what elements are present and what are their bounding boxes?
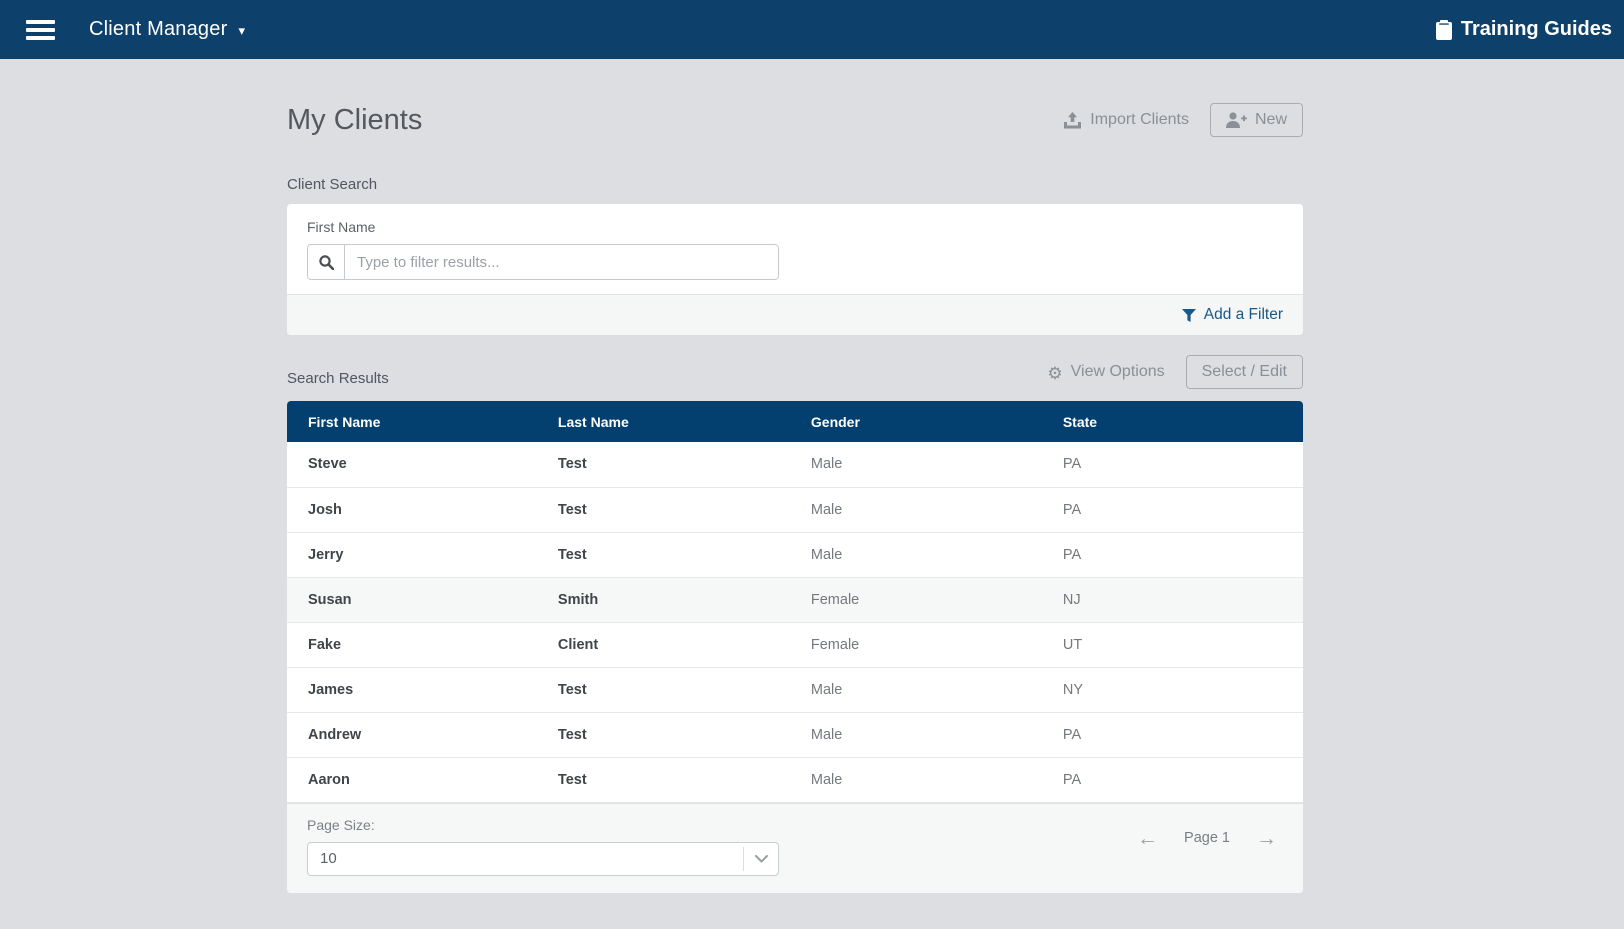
results-actions: ⚙ View Options Select / Edit: [1047, 355, 1303, 389]
results-header: Search Results ⚙ View Options Select / E…: [287, 355, 1303, 389]
search-icon: [308, 245, 345, 279]
select-edit-label: Select / Edit: [1201, 363, 1287, 380]
hamburger-menu-icon[interactable]: [26, 19, 55, 40]
client-search-heading: Client Search: [287, 176, 378, 193]
search-card-footer: Add a Filter: [287, 294, 1303, 335]
cell-gender: Male: [810, 771, 843, 788]
cell-gender: Female: [810, 591, 860, 608]
cell-gender: Female: [810, 636, 860, 653]
cell-first-name: Aaron: [308, 771, 350, 788]
cell-first-name: James: [308, 681, 354, 698]
cell-state: PA: [1062, 456, 1082, 473]
cell-last-name: Test: [557, 546, 587, 563]
cell-gender: Male: [810, 456, 843, 473]
first-name-input-group: [307, 244, 779, 280]
first-name-field-label: First Name: [307, 219, 376, 235]
upload-icon: [1064, 111, 1082, 128]
column-header-gender[interactable]: Gender: [810, 413, 860, 430]
table-row[interactable]: Fake Client Female UT: [287, 622, 1303, 667]
client-search-body: First Name: [287, 204, 1303, 294]
select-edit-button[interactable]: Select / Edit: [1185, 355, 1303, 389]
cell-state: NJ: [1062, 591, 1081, 608]
page-size-select[interactable]: 10: [307, 841, 779, 876]
cell-gender: Male: [810, 546, 843, 563]
table-footer: Page Size: 10 ← Page 1 →: [287, 802, 1303, 893]
person-plus-icon: [1225, 112, 1247, 128]
first-name-search-input[interactable]: [345, 245, 778, 279]
results-table-card: First Name Last Name Gender State Steve …: [287, 401, 1303, 893]
column-header-state[interactable]: State: [1062, 413, 1098, 430]
cell-gender: Male: [810, 681, 843, 698]
cell-first-name: Jerry: [308, 546, 344, 563]
import-clients-label: Import Clients: [1090, 111, 1189, 128]
main-content: My Clients Import Clients New Clien: [287, 59, 1303, 893]
top-navbar: Client Manager ▾ Training Guides: [0, 0, 1624, 59]
cell-last-name: Test: [557, 726, 587, 743]
app-title: Client Manager: [89, 18, 228, 40]
cell-first-name: Fake: [308, 636, 342, 653]
search-results-heading: Search Results: [287, 370, 389, 387]
add-filter-button[interactable]: Add a Filter: [1181, 306, 1283, 324]
cell-last-name: Test: [557, 681, 587, 698]
cell-state: PA: [1062, 771, 1082, 788]
select-divider: [743, 846, 744, 871]
new-client-button[interactable]: New: [1209, 103, 1303, 137]
training-guides-label: Training Guides: [1460, 18, 1612, 40]
column-header-last-name[interactable]: Last Name: [557, 413, 629, 430]
cell-state: NY: [1062, 681, 1083, 698]
new-client-label: New: [1254, 111, 1287, 128]
cell-state: UT: [1062, 636, 1083, 653]
cell-first-name: Steve: [308, 456, 347, 473]
table-row[interactable]: Andrew Test Male PA: [287, 712, 1303, 757]
column-header-first-name[interactable]: First Name: [308, 413, 381, 430]
table-row[interactable]: Steve Test Male PA: [287, 442, 1303, 487]
funnel-icon: [1181, 308, 1196, 322]
app-menu-dropdown[interactable]: Client Manager ▾: [89, 18, 245, 41]
cell-state: PA: [1062, 546, 1082, 563]
table-row[interactable]: Josh Test Male PA: [287, 487, 1303, 532]
cell-first-name: Susan: [308, 591, 352, 608]
pagination: ← Page 1 →: [1137, 828, 1277, 849]
cell-gender: Male: [810, 726, 843, 743]
page-size-value: 10: [320, 850, 337, 867]
table-header-row: First Name Last Name Gender State: [287, 401, 1303, 442]
header-actions: Import Clients New: [1064, 103, 1303, 137]
view-options-label: View Options: [1070, 363, 1165, 380]
gear-icon: ⚙: [1047, 363, 1063, 383]
import-clients-button[interactable]: Import Clients: [1064, 111, 1189, 129]
next-page-arrow-icon[interactable]: →: [1256, 826, 1277, 850]
page-indicator: Page 1: [1184, 830, 1230, 846]
cell-last-name: Test: [557, 456, 587, 473]
cell-last-name: Test: [557, 771, 587, 788]
table-row[interactable]: Jerry Test Male PA: [287, 532, 1303, 577]
clipboard-icon: [1435, 19, 1452, 40]
chevron-down-icon: ▾: [238, 22, 246, 38]
chevron-down-icon: [744, 854, 778, 863]
cell-state: PA: [1062, 726, 1082, 743]
cell-last-name: Client: [557, 636, 599, 653]
view-options-button[interactable]: ⚙ View Options: [1047, 363, 1165, 383]
cell-last-name: Test: [557, 501, 587, 518]
cell-gender: Male: [810, 501, 843, 518]
add-filter-label: Add a Filter: [1203, 306, 1283, 323]
cell-first-name: Andrew: [308, 726, 362, 743]
table-row[interactable]: James Test Male NY: [287, 667, 1303, 712]
page-size-label: Page Size:: [307, 816, 375, 833]
table-row[interactable]: Susan Smith Female NJ: [287, 577, 1303, 622]
page-title: My Clients: [287, 103, 423, 136]
training-guides-link[interactable]: Training Guides: [1435, 18, 1612, 41]
cell-last-name: Smith: [557, 591, 599, 608]
page-header: My Clients Import Clients New: [287, 59, 1303, 137]
cell-first-name: Josh: [308, 501, 342, 518]
results-table: First Name Last Name Gender State Steve …: [287, 401, 1303, 803]
table-row[interactable]: Aaron Test Male PA: [287, 757, 1303, 802]
client-search-card: First Name Add a Filter: [287, 204, 1303, 335]
cell-state: PA: [1062, 501, 1082, 518]
previous-page-arrow-icon[interactable]: ←: [1137, 826, 1159, 850]
